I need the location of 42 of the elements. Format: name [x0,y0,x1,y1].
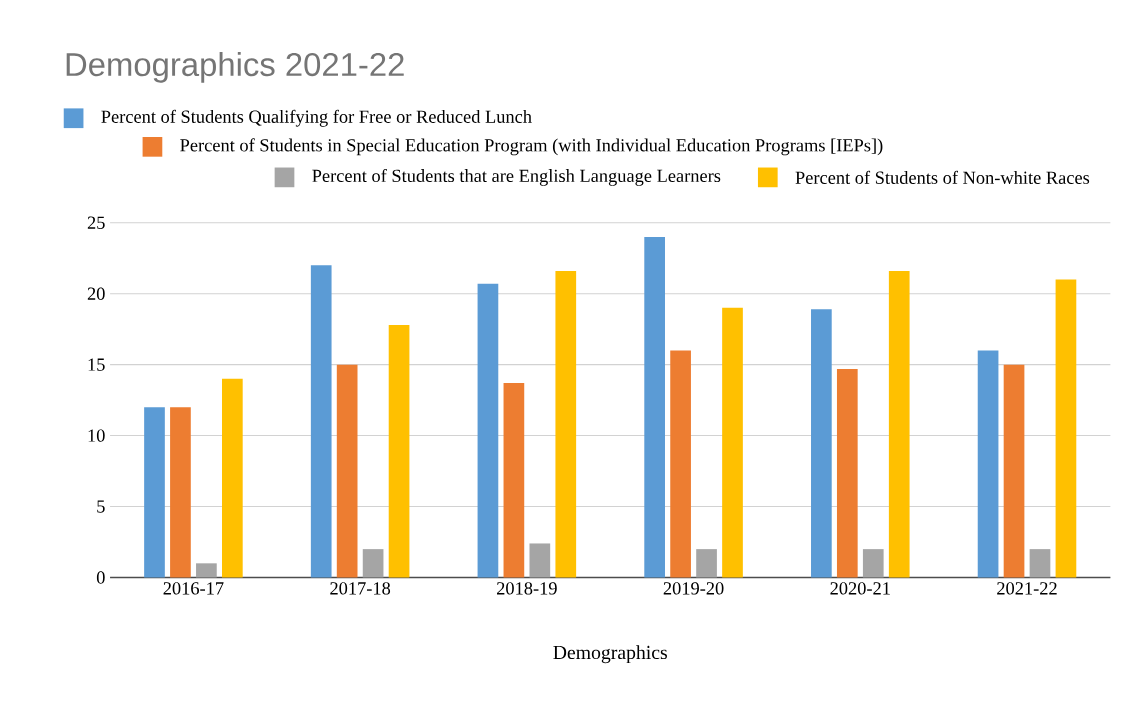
bar [644,237,665,578]
bar [196,563,217,578]
bar [1003,364,1025,578]
x-tick-label: 2018-19 [497,582,557,595]
legend-label: Percent of Students of Non-white Races [795,170,1090,185]
bar [811,309,832,578]
bar [310,265,332,578]
bar [555,271,577,578]
chart-title: Demographics 2021-22 [66,52,404,83]
bar [144,407,165,578]
bar [477,283,499,578]
legend-label: Percent of Students Qualifying for Free or Reduced Lunch [101,109,532,127]
x-tick-label: 2016-17 [163,582,224,595]
y-tick-label: 25 [87,216,105,230]
legend-label: Percent of Students that are English Language Learners [312,169,721,187]
x-tick-label: 2021-22 [997,582,1057,595]
legend-label: Percent of Students in Special Education Program (with Individual Education Programs [IEPs]) [180,138,883,156]
x-tick-label: 2019-20 [663,582,724,595]
bar [1029,549,1051,578]
bar [1055,279,1077,578]
x-axis-title: Demographics [553,645,667,664]
x-tick-label: 2017-18 [330,582,391,595]
x-tick-label: 2020-21 [830,582,890,595]
y-tick-label: 15 [88,358,105,371]
bar [388,325,410,578]
bar [529,543,551,578]
bar [696,549,717,578]
bar [222,378,243,578]
bar [670,350,691,578]
bar [362,549,384,578]
y-tick-label: 0 [96,571,105,584]
bar [836,369,858,578]
bar [888,271,910,578]
bar [862,549,884,578]
bar [336,364,358,578]
bar [170,407,191,578]
bar [722,308,743,578]
y-tick-label: 10 [88,429,105,442]
y-tick-label: 5 [97,500,105,513]
bar [977,350,999,578]
bar [503,383,525,578]
y-tick-label: 20 [87,287,105,301]
